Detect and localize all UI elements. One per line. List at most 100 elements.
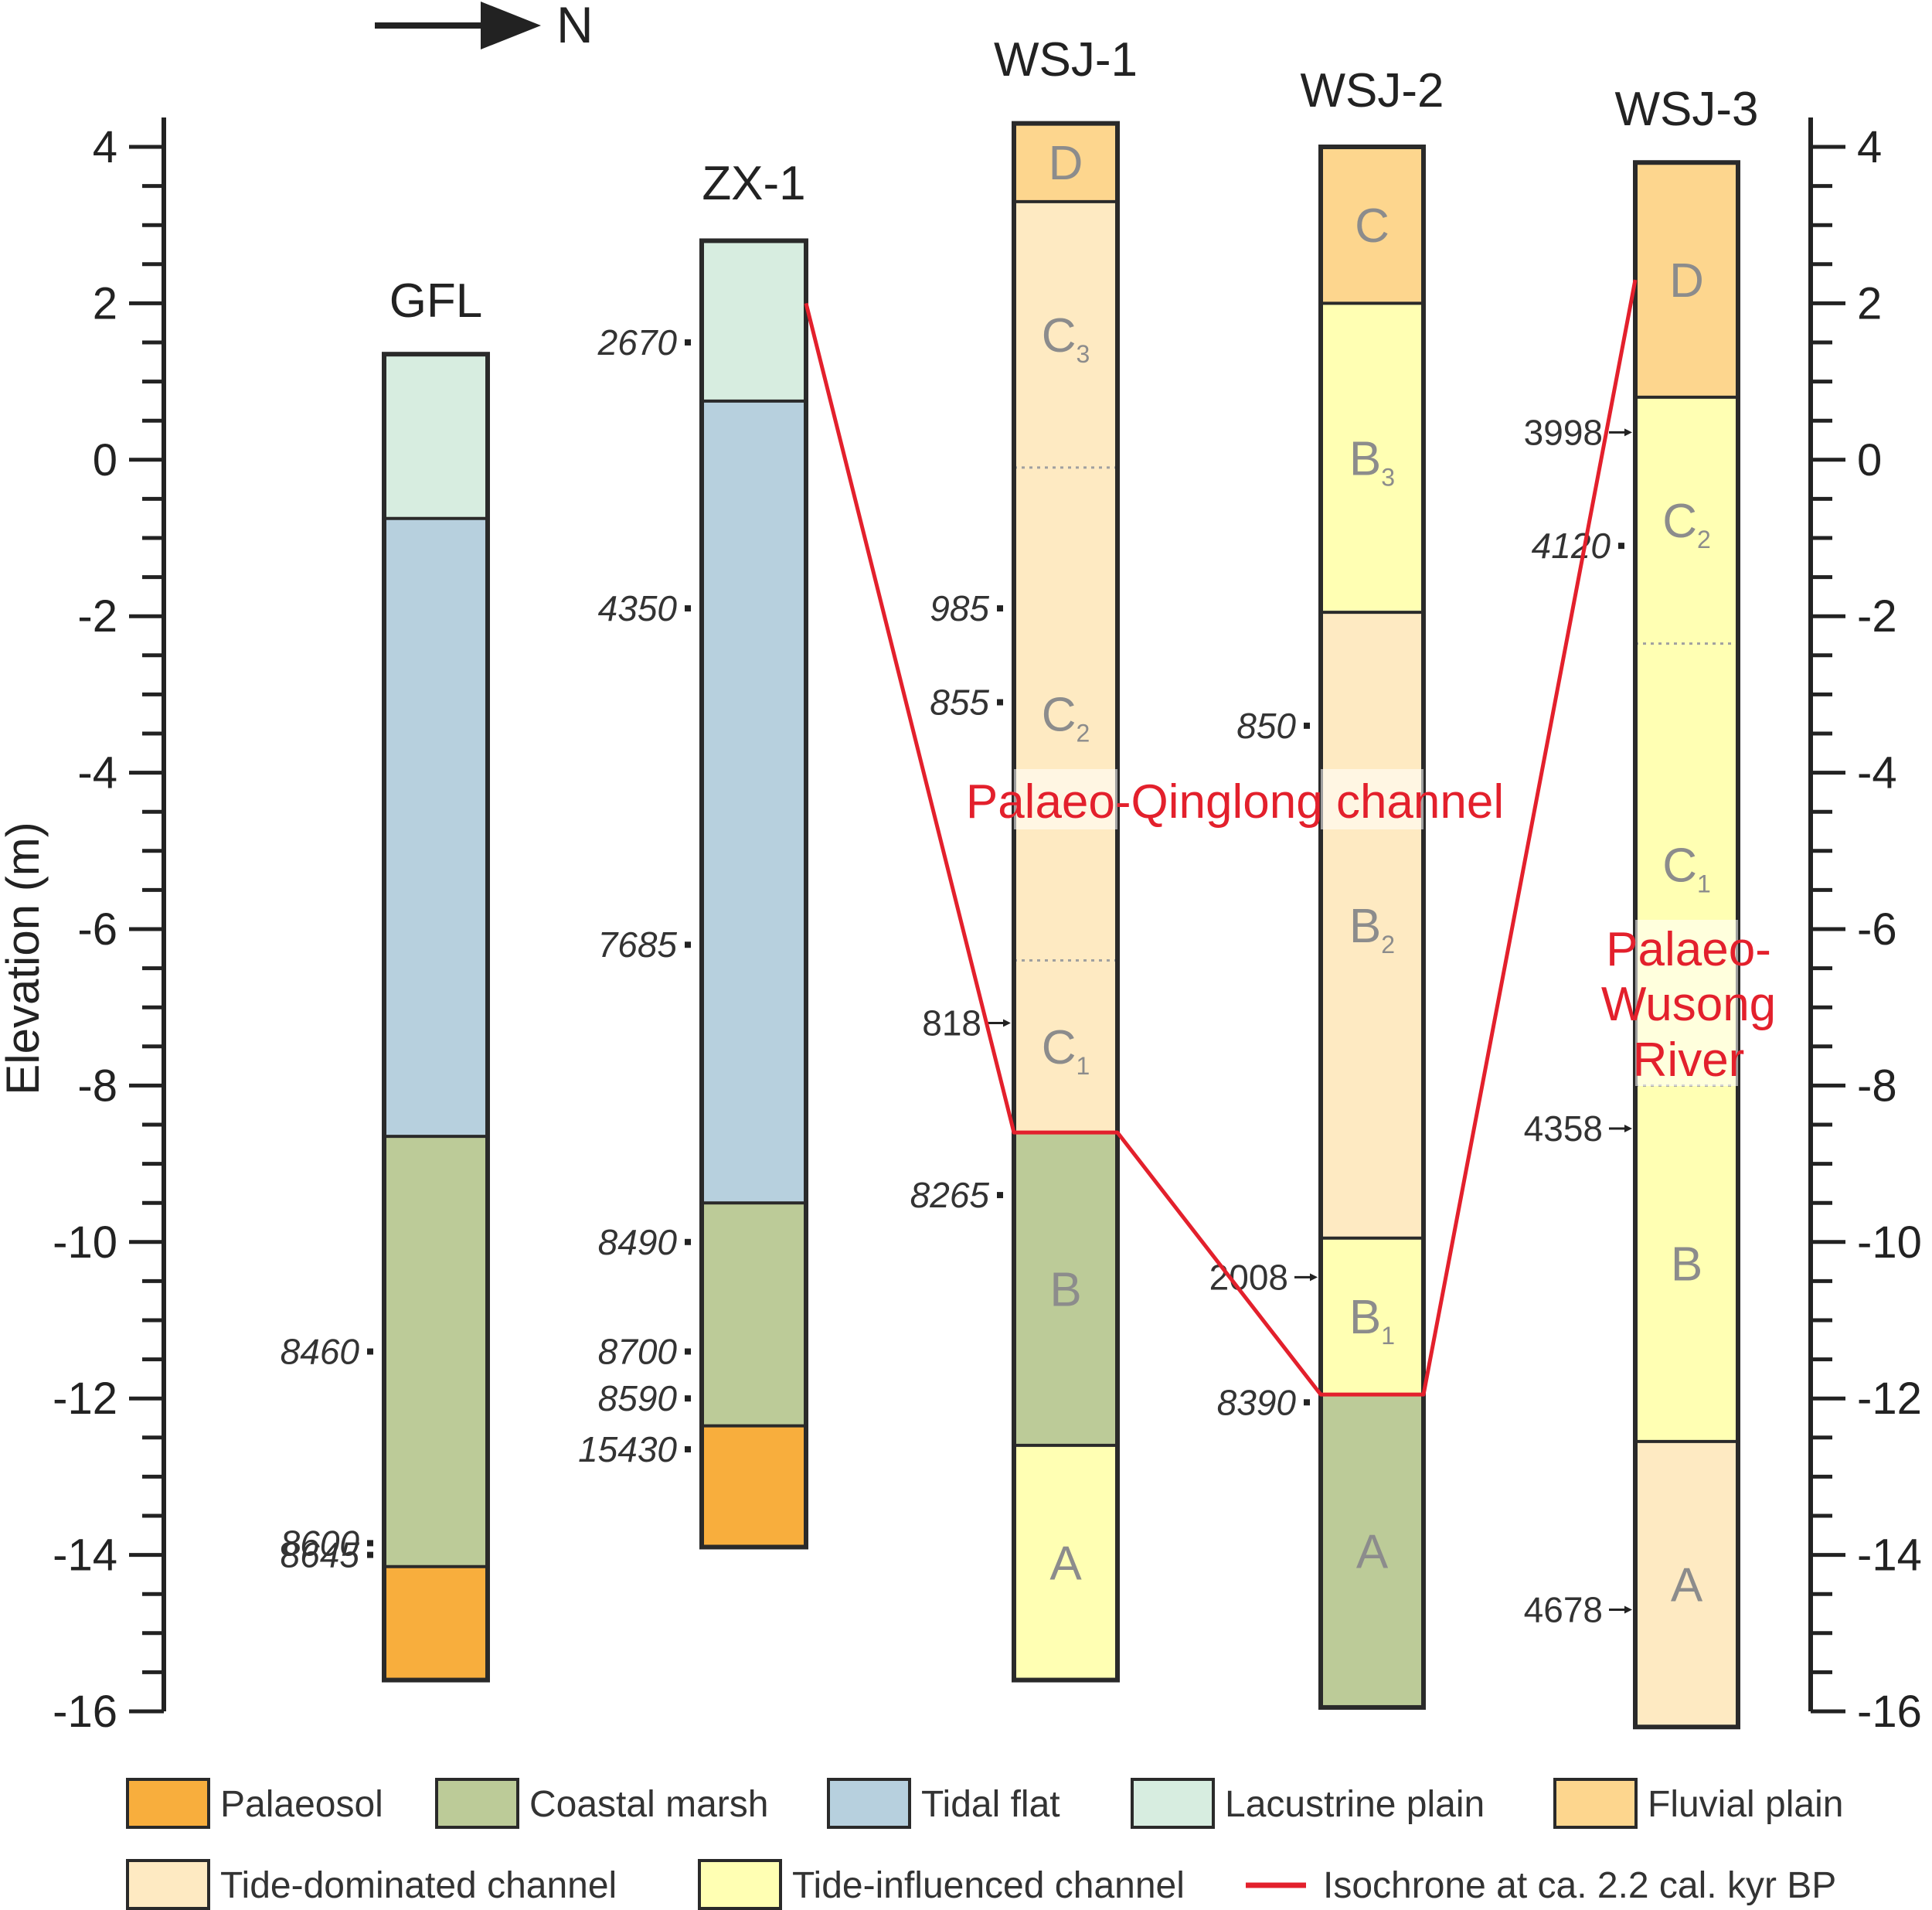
unit-label: B2	[1349, 900, 1395, 958]
unit-letter: C	[1355, 199, 1389, 253]
age-tick	[685, 1348, 691, 1355]
unit-label: C	[1355, 199, 1389, 253]
axis-tick-label: -8	[77, 1061, 117, 1111]
annotation-backgrounds	[1014, 769, 1738, 1086]
legend-label: Coastal marsh	[529, 1784, 768, 1825]
age-label: 7685	[598, 924, 678, 965]
age-tick	[685, 605, 691, 612]
axis-tick-label: -6	[77, 904, 117, 955]
axis-tick-label: -16	[53, 1687, 117, 1737]
unit-subscript: 3	[1076, 340, 1090, 368]
palaeo-qinglong-channel-label: Palaeo-Qinglong channel	[966, 775, 1504, 829]
unit-lacustrine-plain	[702, 240, 806, 401]
age-label: 2670	[597, 322, 678, 363]
axis-tick-label: -2	[77, 591, 117, 642]
unit-label: A	[1049, 1537, 1082, 1591]
legend-label: Fluvial plain	[1648, 1784, 1843, 1825]
age-label: 8460	[281, 1331, 360, 1371]
unit-fluvial-plain	[1014, 123, 1117, 202]
unit-lacustrine-plain	[384, 354, 488, 519]
unit-label: B	[1049, 1264, 1081, 1317]
age-label: 4120	[1532, 526, 1611, 566]
age-tick	[685, 339, 691, 346]
unit-letter: A	[1671, 1559, 1703, 1612]
unit-tide-influenced-channel	[1321, 1238, 1423, 1395]
unit-tide-dominated-channel	[1635, 1441, 1738, 1728]
legend: Palaeosol Coastal marsh Tidal flat Lacustri…	[126, 1778, 1843, 1910]
unit-palaeosol	[702, 1425, 806, 1547]
legend-item-fluvial-plain: Fluvial plain	[1553, 1778, 1843, 1829]
unit-coastal-marsh	[1321, 1394, 1423, 1707]
axis-tick-label: -12	[53, 1374, 117, 1424]
unit-tide-dominated-channel	[1321, 612, 1423, 1238]
age-tick	[685, 941, 691, 948]
legend-item-coastal-marsh: Coastal marsh	[435, 1778, 768, 1829]
legend-label: Palaeosol	[220, 1784, 383, 1825]
north-arrow-head-icon	[481, 2, 541, 49]
axis-tick-label: -14	[1857, 1530, 1922, 1581]
unit-label: B	[1671, 1238, 1702, 1292]
axis-tick-label: -4	[1857, 748, 1897, 798]
unit-coastal-marsh	[384, 1136, 488, 1567]
age-tick	[1304, 1399, 1310, 1406]
unit-letter: B	[1349, 1291, 1381, 1344]
unit-subscript: 2	[1697, 526, 1711, 553]
unit-subscript: 1	[1076, 1052, 1090, 1080]
age-arrow-head-icon	[1624, 1125, 1632, 1133]
axis-tick-label: 0	[1857, 435, 1882, 485]
age-label: 4358	[1524, 1108, 1603, 1149]
legend-item-tidal-flat: Tidal flat	[827, 1778, 1060, 1829]
core-outline	[382, 352, 490, 1683]
unit-tide-dominated-channel	[1014, 960, 1117, 1133]
age-label: 8390	[1217, 1382, 1297, 1422]
age-tick	[685, 1445, 691, 1452]
core-name: ZX-1	[702, 157, 805, 210]
unit-tide-influenced-channel	[1014, 1445, 1117, 1680]
legend-swatch	[126, 1859, 210, 1910]
core-column-zx-1: ZX-1 2670 4350 7685 8490 8700 8590 15430	[578, 157, 808, 1550]
age-label: 3998	[1524, 412, 1603, 452]
legend-swatch	[435, 1778, 519, 1829]
axis-tick-label: -2	[1857, 591, 1897, 642]
unit-label: D	[1049, 137, 1083, 190]
axis-tick-label: 4	[93, 122, 117, 172]
annotation-highlight	[1635, 920, 1738, 1086]
age-arrow-head-icon	[1624, 1605, 1632, 1614]
age-label: 4350	[598, 588, 678, 628]
y-axis-label: Elevation (m)	[0, 822, 49, 1095]
unit-label: B3	[1349, 432, 1395, 491]
unit-label: C2	[1662, 495, 1711, 553]
unit-letter: A	[1356, 1526, 1389, 1579]
axis-tick-label: -8	[1857, 1061, 1897, 1111]
age-tick	[997, 699, 1003, 706]
north-label: N	[556, 0, 594, 53]
axis-tick-label: 2	[1857, 278, 1882, 329]
age-label: 8700	[598, 1331, 678, 1371]
unit-letter: C	[1042, 309, 1077, 363]
unit-letter: D	[1049, 137, 1083, 190]
unit-label: C3	[1042, 309, 1090, 368]
unit-coastal-marsh	[1014, 1132, 1117, 1445]
legend-label: Tide-dominated channel	[220, 1865, 617, 1906]
legend-swatch	[698, 1859, 782, 1910]
unit-label: D	[1669, 254, 1704, 308]
age-label: 8490	[598, 1222, 678, 1262]
age-tick	[685, 1238, 691, 1245]
annotation-highlight	[1321, 769, 1423, 829]
age-label: 818	[922, 1003, 981, 1043]
unit-fluvial-plain	[1321, 147, 1423, 304]
axis-tick-label: -10	[1857, 1217, 1922, 1268]
unit-letter: D	[1669, 254, 1704, 308]
axis-tick-label: -4	[77, 748, 117, 798]
palaeo-wusong-label-line3: River	[1633, 1033, 1745, 1087]
unit-tide-influenced-channel	[1635, 397, 1738, 644]
annotation-highlight	[1014, 769, 1117, 829]
age-tick	[367, 1348, 373, 1355]
age-tick	[997, 1192, 1003, 1199]
unit-tide-influenced-channel	[1635, 1085, 1738, 1442]
axis-tick-label: -6	[1857, 904, 1897, 955]
unit-fluvial-plain	[1635, 162, 1738, 397]
